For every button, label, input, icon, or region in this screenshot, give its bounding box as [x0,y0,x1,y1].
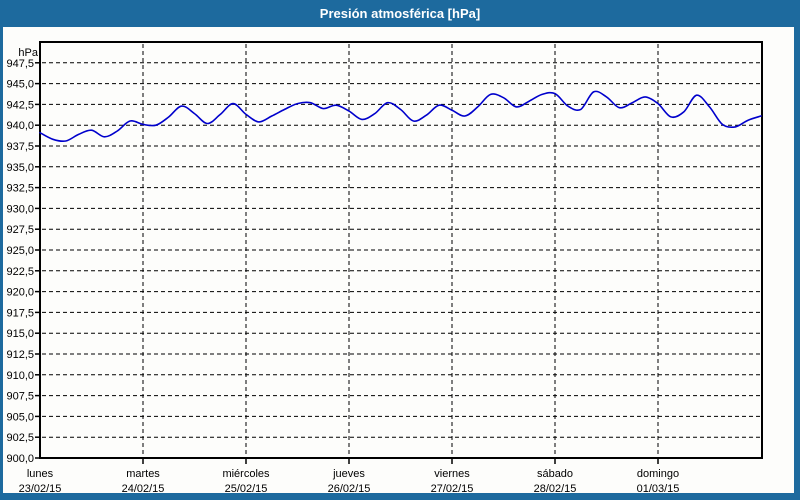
title-bar: Presión atmosférica [hPa] [0,0,800,27]
chart-background [3,27,794,493]
chart-title: Presión atmosférica [hPa] [319,6,481,21]
